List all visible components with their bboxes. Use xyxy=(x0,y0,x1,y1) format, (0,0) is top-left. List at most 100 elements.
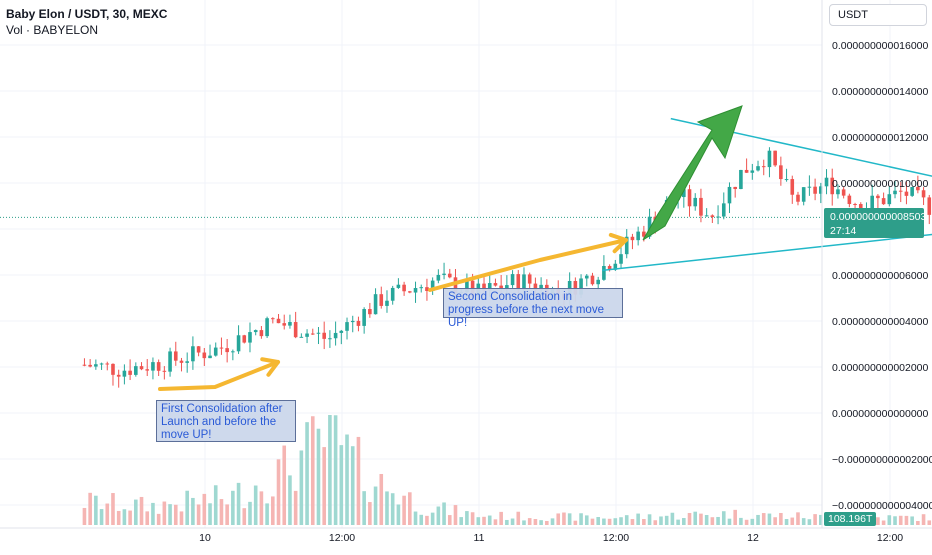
x-tick-label: 12 xyxy=(747,532,759,544)
volume-bar xyxy=(687,512,692,525)
volume-bar xyxy=(676,519,680,525)
candle-body xyxy=(579,278,583,295)
volume-bar xyxy=(659,516,663,525)
volume-bar xyxy=(413,511,418,525)
volume-bar xyxy=(527,518,532,525)
volume-bar xyxy=(516,511,521,525)
trendline[interactable] xyxy=(670,117,932,216)
volume-bar xyxy=(139,496,144,525)
volume-bar xyxy=(459,517,463,525)
candle-body xyxy=(853,204,857,206)
candle-body xyxy=(927,197,932,215)
volume-bar xyxy=(162,501,167,525)
candle-body xyxy=(482,283,486,291)
orange-arrow-second-head[interactable] xyxy=(608,232,628,254)
volume-bar xyxy=(636,513,640,525)
volume-bar xyxy=(653,520,658,525)
candle-body xyxy=(647,216,652,237)
volume-bar xyxy=(253,485,258,525)
candle-body xyxy=(191,346,195,362)
volume-bar xyxy=(282,445,287,525)
candle-body xyxy=(841,189,846,196)
candle-body xyxy=(916,187,920,191)
volume-bar xyxy=(607,518,612,525)
candle-body xyxy=(265,318,269,337)
volume-bar xyxy=(345,434,349,525)
volume-bar xyxy=(562,512,566,525)
candle-body xyxy=(836,189,840,195)
candle-body xyxy=(225,348,229,353)
volume-bar xyxy=(99,509,104,525)
volume-bar xyxy=(390,493,395,525)
candle-body xyxy=(493,283,498,286)
volume-bar xyxy=(408,492,412,525)
annotation-first-consolidation[interactable]: First Consolidation after Launch and bef… xyxy=(156,400,296,442)
candle-body xyxy=(128,370,132,375)
volume-bar xyxy=(322,447,326,525)
volume-bar xyxy=(116,510,121,525)
candle-body xyxy=(590,275,595,285)
orange-arrow-first-head[interactable] xyxy=(260,357,280,377)
candle-body xyxy=(242,335,247,343)
volume-bar xyxy=(750,518,755,525)
candle-body xyxy=(573,280,578,295)
candle-body xyxy=(584,275,589,279)
orange-arrow-first[interactable] xyxy=(158,360,280,391)
trendline[interactable] xyxy=(602,215,932,272)
x-tick-label: 12:00 xyxy=(877,532,903,544)
volume-bar xyxy=(819,514,823,525)
currency-selector[interactable]: USDT xyxy=(829,4,927,26)
volume-bar xyxy=(465,511,469,525)
candle-body xyxy=(282,323,287,326)
candle-body xyxy=(322,332,326,339)
candle-body xyxy=(328,338,332,340)
candle-body xyxy=(750,170,755,173)
candle-body xyxy=(436,274,441,281)
orange-arrow-second[interactable] xyxy=(428,238,628,292)
annotation-second-consolidation[interactable]: Second Consolidation in progress before … xyxy=(443,288,623,329)
symbol-title[interactable]: Baby Elon / USDT, 30, MEXC xyxy=(6,7,168,21)
volume-bar xyxy=(385,491,389,525)
volume-bar xyxy=(196,504,201,525)
candle-body xyxy=(151,362,155,371)
price-axis: 0.000000000016000 0.000000000014000 0.0000… xyxy=(821,0,932,528)
volume-bar xyxy=(173,504,178,525)
candle-body xyxy=(339,330,344,333)
volume-bar xyxy=(265,503,269,525)
volume-bar xyxy=(185,490,189,525)
volume-bar xyxy=(436,506,441,525)
volume-bar xyxy=(145,511,150,525)
candle-body xyxy=(213,347,218,356)
x-tick-label: 12:00 xyxy=(603,532,629,544)
bar-countdown: 27:14 xyxy=(830,225,857,237)
candle-body xyxy=(185,361,189,363)
volume-bar xyxy=(430,512,435,525)
volume-bar xyxy=(396,504,401,525)
volume-bar xyxy=(293,490,298,525)
volume-bar xyxy=(339,445,344,525)
volume-bar xyxy=(813,514,817,525)
volume-bar xyxy=(682,518,686,525)
candle-body xyxy=(876,195,880,199)
volume-bar xyxy=(356,436,361,525)
volume-bar xyxy=(807,519,812,525)
candle-body xyxy=(487,283,492,291)
y-tick-label: 0.000000000012000 xyxy=(832,132,929,144)
candle-body xyxy=(345,322,349,331)
candle-body xyxy=(82,364,87,366)
volume-bar xyxy=(510,518,515,525)
candle-body xyxy=(413,288,418,293)
candle-body xyxy=(447,273,452,278)
candle-body xyxy=(790,179,795,195)
candle-body xyxy=(505,285,509,289)
y-tick-label: −0.000000000004000 xyxy=(832,500,932,512)
candle-body xyxy=(379,294,384,306)
volume-bar xyxy=(910,516,914,525)
green-arrow[interactable] xyxy=(642,105,743,241)
candle-body xyxy=(693,197,698,207)
candle-body xyxy=(682,189,686,198)
candle-body xyxy=(773,150,777,166)
candle-body xyxy=(350,320,355,323)
candle-body xyxy=(305,333,309,337)
